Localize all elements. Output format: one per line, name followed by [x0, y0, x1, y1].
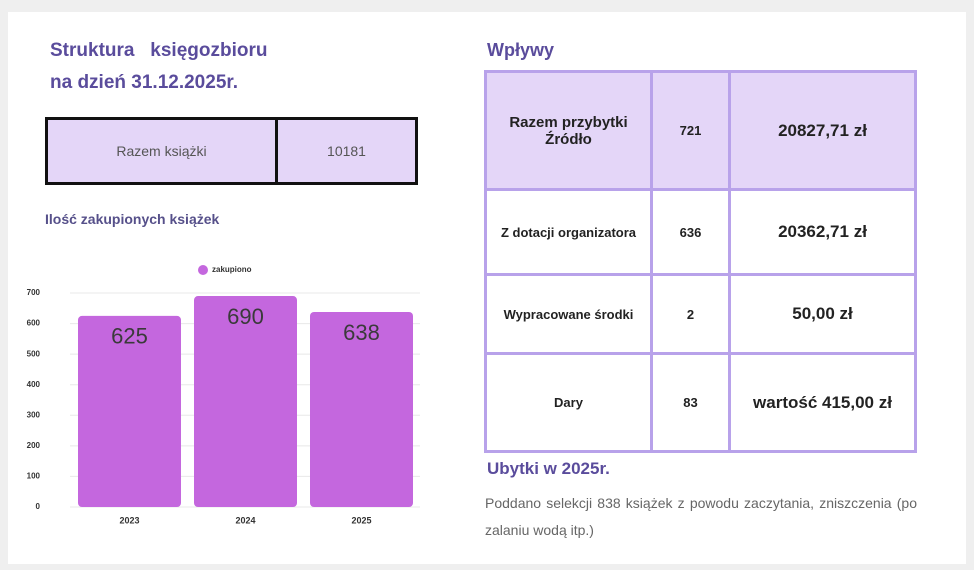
x-tick-label: 2023	[119, 515, 139, 525]
table-row: Dary 83 wartość 415,00 zł	[484, 352, 917, 453]
title-line: Struktura księgozbioru	[50, 40, 268, 61]
bar	[194, 296, 297, 507]
y-tick-label: 100	[27, 472, 41, 481]
table-cell: Razem przybytki Źródło	[484, 70, 653, 191]
table-row: Razem przybytki Źródło 721 20827,71 zł	[484, 70, 917, 191]
summary-box: Razem książki 10181	[45, 117, 418, 185]
losses-text: Poddano selekcji 838 książek z powodu za…	[485, 495, 917, 538]
y-tick-label: 200	[27, 441, 41, 450]
x-tick-label: 2024	[235, 515, 255, 525]
table-cell: 636	[650, 188, 731, 276]
legend-label: zakupiono	[212, 265, 252, 274]
table-cell: 2	[650, 273, 731, 355]
table-row: Wypracowane środki 2 50,00 zł	[484, 273, 917, 355]
x-tick-label: 2025	[351, 515, 371, 525]
title-line: na dzień 31.12.2025r.	[50, 72, 239, 93]
value-label: 638	[343, 320, 380, 345]
table-cell: 83	[650, 352, 731, 453]
chart-title: Ilość zakupionych książek	[45, 211, 220, 227]
bar	[78, 315, 181, 507]
chart: 0 100 200 300 400 500 600 700 zakupiono 625 2023 69…	[27, 265, 420, 525]
table-cell: wartość 415,00 zł	[728, 352, 917, 453]
y-tick-label: 700	[27, 288, 41, 297]
table-cell: Z dotacji organizatora	[484, 188, 653, 276]
income-title: Wpływy	[487, 40, 555, 60]
summary-label: Razem książki	[48, 120, 278, 182]
value-label: 690	[227, 304, 264, 329]
bar	[310, 311, 413, 507]
table-cell: 20362,71 zł	[728, 188, 917, 276]
losses-title: Ubytki w 2025r.	[487, 459, 610, 478]
table-cell: 50,00 zł	[728, 273, 917, 355]
y-tick-label: 0	[36, 502, 41, 511]
table-row: Z dotacji organizatora 636 20362,71 zł	[484, 188, 917, 276]
summary-value: 10181	[327, 143, 366, 159]
legend-marker	[198, 265, 208, 275]
y-tick-label: 400	[27, 380, 41, 389]
table-cell: 721	[650, 70, 731, 191]
table-cell: Wypracowane środki	[484, 273, 653, 355]
y-tick-label: 500	[27, 349, 41, 358]
table-cell: Dary	[484, 352, 653, 453]
y-tick-label: 600	[27, 319, 41, 328]
income-table: Razem przybytki Źródło 721 20827,71 zł Z do…	[484, 70, 917, 453]
table-cell: 20827,71 zł	[728, 70, 917, 191]
value-label: 625	[111, 324, 148, 349]
y-tick-label: 300	[27, 410, 41, 419]
